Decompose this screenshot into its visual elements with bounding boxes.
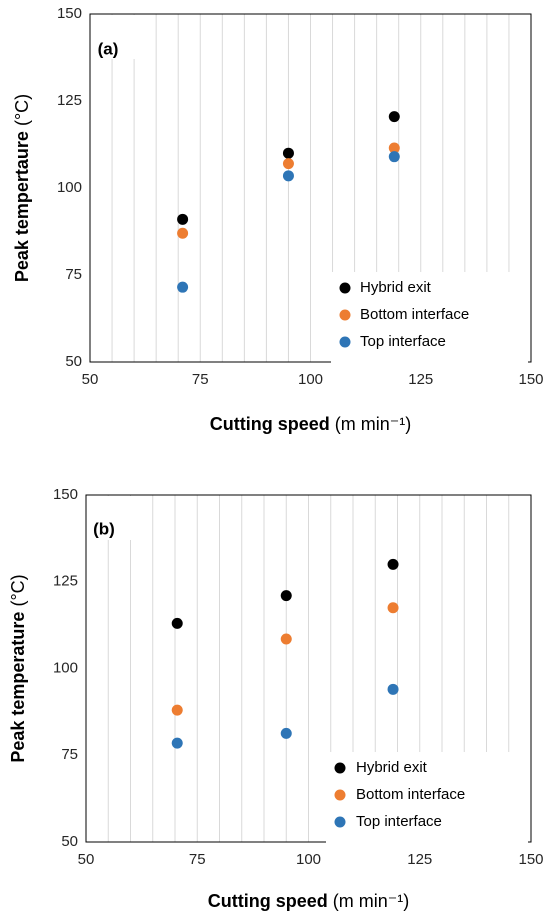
x-axis-title-unit: (m min⁻¹)	[335, 414, 411, 434]
y-tick-label: 150	[57, 5, 82, 22]
data-point	[280, 590, 292, 602]
data-point	[387, 683, 399, 695]
data-point	[280, 633, 292, 645]
x-tick-label: 125	[407, 851, 432, 868]
legend-label: Top interface	[360, 333, 446, 350]
y-tick-label: 75	[61, 746, 78, 763]
y-axis-title-unit: (°C)	[12, 94, 32, 126]
panel-label-background	[87, 496, 147, 540]
data-point	[387, 558, 399, 570]
legend-marker	[339, 282, 351, 294]
plot-frame	[85, 494, 532, 843]
y-tick-label: 125	[53, 573, 78, 590]
x-axis-title: Cutting speed (m min⁻¹)	[210, 414, 412, 434]
y-axis-title-text: Peak tempertaure	[12, 131, 32, 282]
data-point	[388, 142, 400, 154]
y-axis-title-text: Peak temperature	[8, 612, 28, 763]
data-point	[282, 147, 294, 159]
legend-label: Top interface	[356, 813, 442, 830]
x-axis-title-text: Cutting speed	[210, 414, 330, 434]
series-top-interface	[177, 151, 400, 293]
legend-marker	[339, 309, 351, 321]
x-tick-label: 125	[408, 371, 433, 388]
legend-marker	[334, 789, 346, 801]
series-top-interface	[171, 683, 399, 749]
x-tick-label: 75	[189, 851, 206, 868]
y-tick-label: 75	[65, 266, 82, 283]
data-point	[177, 227, 189, 239]
y-tick-label: 100	[57, 179, 82, 196]
series-bottom-interface	[177, 142, 400, 239]
data-point	[177, 213, 189, 225]
y-tick-label: 150	[53, 486, 78, 503]
data-point	[177, 281, 189, 293]
chart-panel-a: (a) 50 75 100 125 150 50 75 100 125 150 Cutting spe…	[12, 5, 544, 434]
legend-background	[326, 752, 528, 843]
x-tick-label: 75	[192, 371, 209, 388]
y-tick-label: 50	[65, 353, 82, 370]
series-hybrid-exit	[171, 558, 399, 629]
x-tick-label: 150	[518, 371, 543, 388]
legend-label: Hybrid exit	[356, 759, 428, 776]
x-tick-label: 50	[82, 371, 99, 388]
data-point	[387, 602, 399, 614]
series-hybrid-exit	[177, 111, 400, 225]
y-axis-title-unit: (°C)	[8, 574, 28, 606]
panel-label-background	[91, 15, 151, 59]
data-point	[171, 704, 183, 716]
y-axis-title: Peak tempertaure (°C)	[12, 94, 32, 282]
legend-label: Hybrid exit	[360, 279, 432, 296]
legend-label: Bottom interface	[356, 786, 465, 803]
data-point	[388, 151, 400, 163]
legend-background	[331, 272, 528, 363]
panel-label: (b)	[93, 519, 115, 538]
legend-marker	[339, 336, 351, 348]
data-point	[282, 158, 294, 170]
y-tick-label: 125	[57, 92, 82, 109]
y-tick-label: 100	[53, 659, 78, 676]
legend-label: Bottom interface	[360, 306, 469, 323]
plot-frame	[89, 13, 532, 363]
x-tick-label: 50	[78, 851, 95, 868]
data-point	[171, 617, 183, 629]
data-point	[171, 737, 183, 749]
x-axis-title: Cutting speed (m min⁻¹)	[208, 891, 410, 911]
legend-marker	[334, 762, 346, 774]
y-axis-title: Peak temperature (°C)	[8, 574, 28, 762]
series-bottom-interface	[171, 602, 399, 716]
data-point	[282, 170, 294, 182]
data-point	[280, 727, 292, 739]
x-axis-title-text: Cutting speed	[208, 891, 328, 911]
data-point	[388, 111, 400, 123]
x-tick-label: 100	[298, 371, 323, 388]
x-tick-label: 100	[296, 851, 321, 868]
y-tick-label: 50	[61, 833, 78, 850]
panel-label: (a)	[98, 39, 119, 58]
legend-marker	[334, 816, 346, 828]
x-axis-title-unit: (m min⁻¹)	[333, 891, 409, 911]
x-tick-label: 150	[518, 851, 543, 868]
chart-panel-b: (b) 50 75 100 125 150 50 75 100 125 150 Cutting spe…	[8, 486, 544, 911]
